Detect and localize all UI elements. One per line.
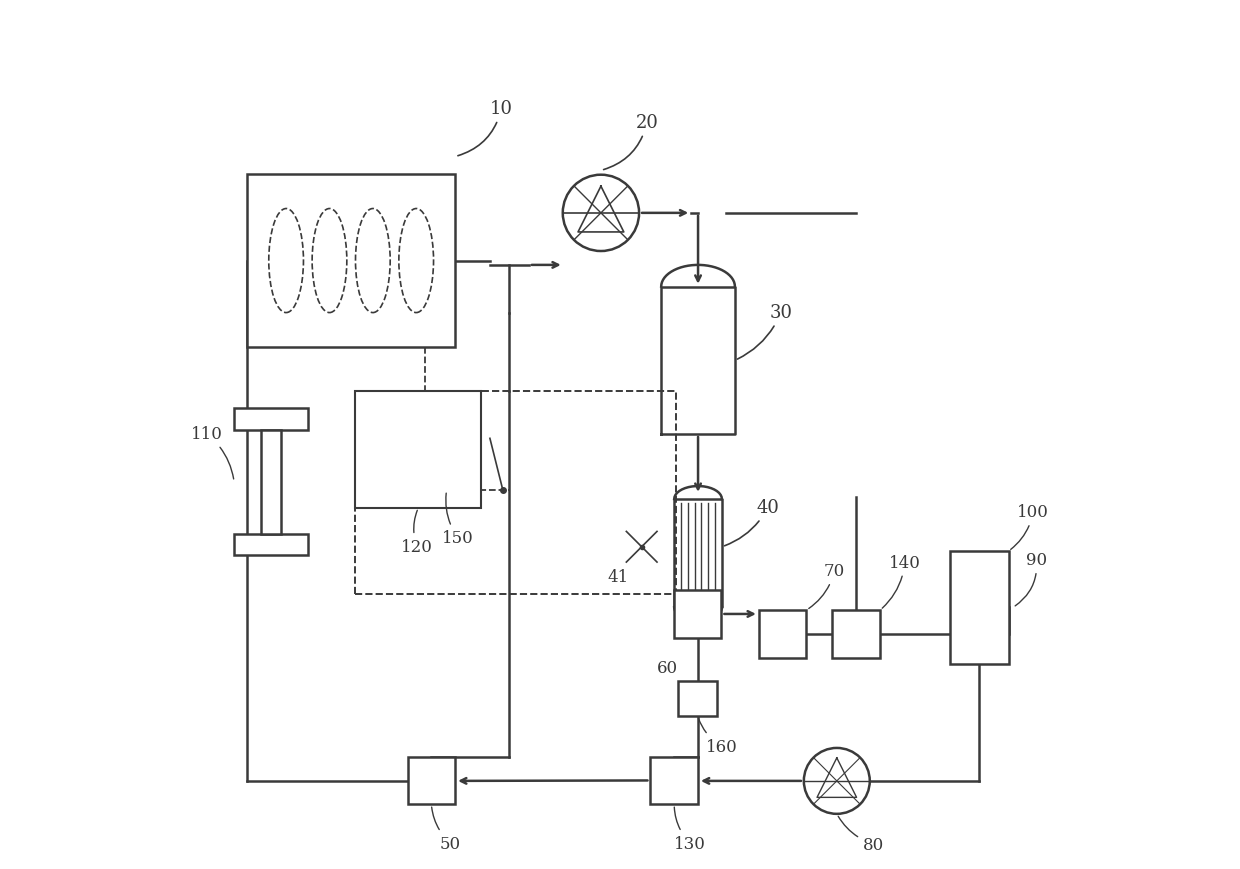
- Text: 80: 80: [838, 816, 884, 852]
- Text: 140: 140: [882, 554, 921, 608]
- Bar: [678, 681, 717, 716]
- Text: 60: 60: [656, 660, 677, 677]
- Text: 10: 10: [458, 100, 513, 156]
- Text: 150: 150: [443, 494, 474, 547]
- Text: 30: 30: [738, 303, 792, 360]
- Bar: [673, 590, 722, 638]
- Text: 40: 40: [724, 499, 780, 547]
- Bar: [408, 757, 455, 805]
- Text: 110: 110: [191, 426, 233, 480]
- Text: 160: 160: [698, 719, 738, 754]
- Ellipse shape: [269, 209, 304, 313]
- Text: 20: 20: [604, 114, 658, 170]
- Bar: [234, 534, 308, 556]
- Ellipse shape: [399, 209, 434, 313]
- Ellipse shape: [356, 209, 391, 313]
- Bar: [356, 391, 481, 508]
- Bar: [234, 408, 308, 430]
- Ellipse shape: [312, 209, 347, 313]
- Text: 90: 90: [1016, 552, 1047, 607]
- Text: 50: 50: [432, 807, 461, 852]
- Text: 120: 120: [401, 511, 433, 555]
- Bar: [950, 552, 1008, 664]
- Bar: [260, 430, 281, 534]
- Bar: [247, 175, 455, 348]
- Text: 100: 100: [1011, 504, 1049, 550]
- Text: 130: 130: [675, 807, 706, 852]
- Bar: [356, 391, 676, 594]
- Bar: [759, 610, 806, 658]
- Bar: [832, 610, 880, 658]
- Bar: [650, 757, 698, 805]
- Text: 70: 70: [808, 563, 844, 609]
- Text: 41: 41: [608, 569, 629, 586]
